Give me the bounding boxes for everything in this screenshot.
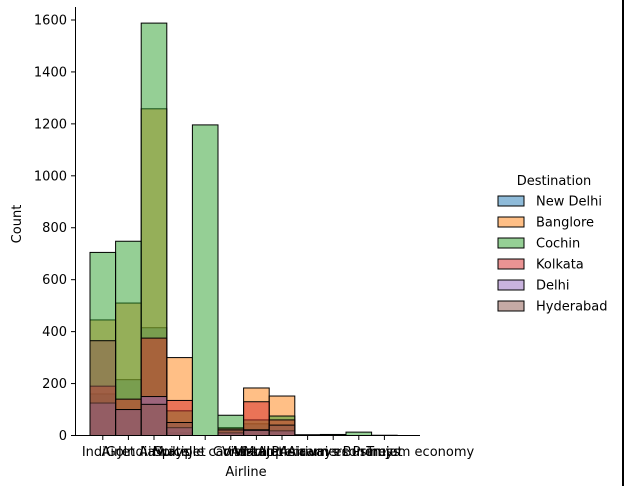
legend-label: Kolkata [536,258,584,273]
bar-hyderabad-6 [243,429,270,436]
y-tick-label: 1400 [34,65,67,80]
legend-swatch-cochin [497,237,525,249]
axes-layer [75,7,420,436]
legend-label: New Delhi [536,195,602,210]
y-tick-label: 600 [42,273,67,288]
y-tick-label: 0 [59,429,67,444]
y-tick-label: 1000 [34,169,67,184]
x-axis-title: Airline [225,465,266,480]
x-tick-label: Trujet [365,445,402,460]
x-tick-label: Air Asia [257,445,306,460]
window-edge [622,0,624,486]
legend-label: Cochin [536,237,580,252]
x-tick-label: IndiGo [82,445,124,460]
bar-hyderabad-1 [115,409,142,436]
y-tick-label: 800 [42,221,67,236]
bar-hyderabad-0 [89,340,117,436]
bar-hyderabad-5 [217,428,245,436]
legend-swatch-hyderabad [497,300,525,312]
y-tick-label: 1200 [34,117,67,132]
legend-swatch-delhi [497,279,525,291]
legend-label: Banglore [536,216,594,231]
x-tick-label: Jet Airways [117,445,190,460]
x-tick-label: GoAir [213,445,250,460]
x-tick-label: Vistara [234,445,279,460]
bars-layer [89,22,398,437]
bar-cochin-10 [345,431,373,436]
bar-hyderabad-3 [166,422,193,436]
x-tick-label: Vistara Premium economy [222,445,393,460]
bar-cochin-4 [191,124,219,436]
x-tick-label: SpiceJet [153,445,205,460]
legend: Destination New Delhi Banglore Cochin Kolka… [497,174,608,315]
x-tick-label: Multiple carriers Premium economy [243,445,474,460]
bar-hyderabad-2 [140,403,168,437]
y-axis-title: Count [10,205,25,244]
bar-hyderabad-7 [268,424,296,436]
y-ticks-layer: 0 200 400 600 800 1000 1200 1400 1600 [34,13,76,444]
legend-swatch-new-delhi [497,195,525,207]
x-tick-label: Multiple carriers [153,445,258,460]
legend-title: Destination [517,174,592,189]
y-tick-label: 200 [42,377,67,392]
x-tick-label: Air India [101,445,155,460]
legend-swatch-kolkata [497,258,525,270]
x-tick-label: Jet Airways Business [265,445,400,460]
legend-label: Delhi [536,279,569,294]
y-tick-label: 400 [42,325,67,340]
y-tick-label: 1600 [34,13,67,28]
legend-swatch-banglore [497,216,525,228]
legend-label: Hyderabad [536,300,608,315]
